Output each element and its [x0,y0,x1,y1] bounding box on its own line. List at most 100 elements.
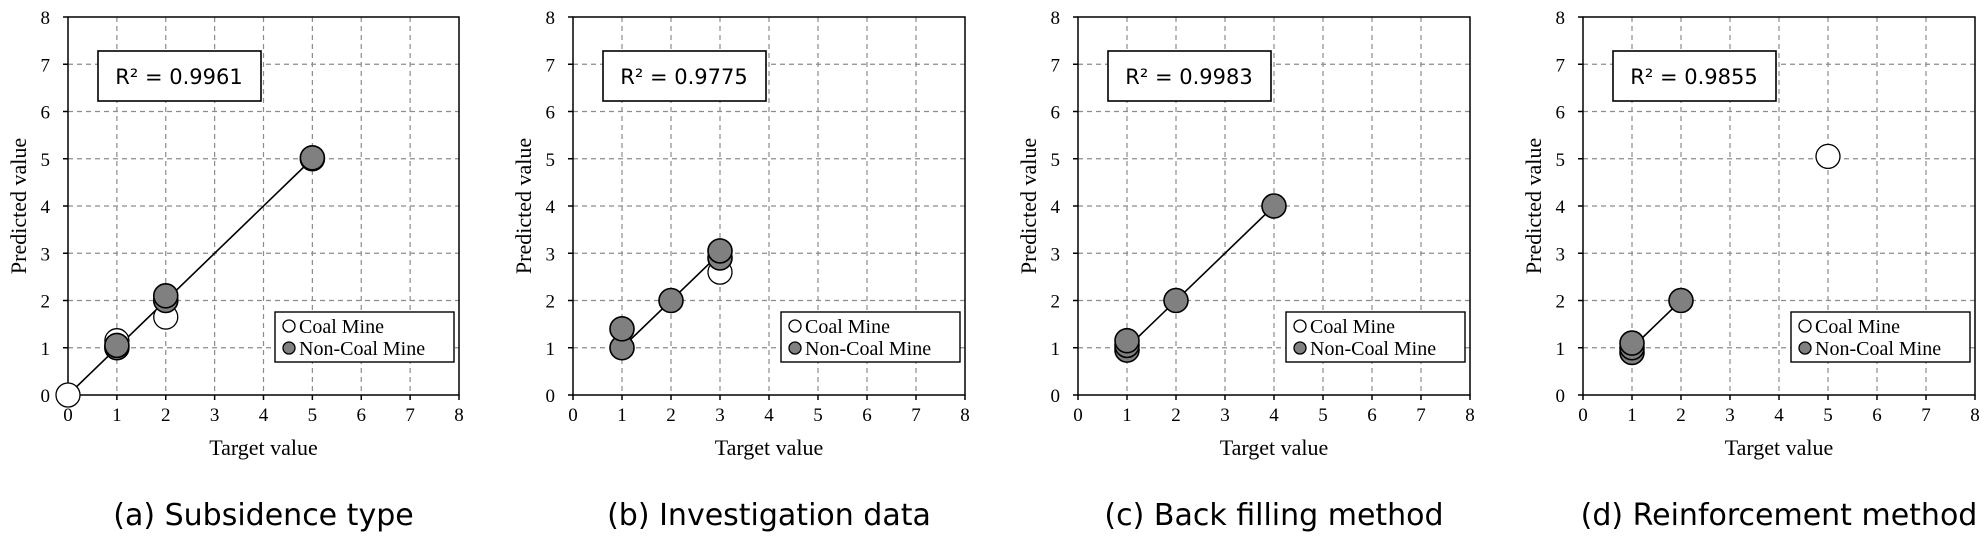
y-tick-label: 2 [41,292,51,313]
y-tick-label: 2 [546,292,556,313]
legend-box [1790,311,1971,363]
x-tick-label: 8 [1465,405,1475,426]
panel-caption: (b) Investigation data [607,498,931,533]
x-tick-label: 7 [911,405,921,426]
chart-panel-1: 0 1 2 3 4 5 6 7 8 0 1 2 3 4 5 6 7 8 Target value Predicted … [6,8,464,533]
y-tick-label: 1 [1051,339,1061,360]
legend-label: Coal Mine [299,316,384,338]
legend-label: Non-Coal Mine [805,338,931,360]
y-tick-label: 8 [1051,8,1061,29]
panel-caption: (a) Subsidence type [113,498,413,533]
y-tick-label: 4 [1556,197,1566,218]
r2-annotation: R² = 0.9983 [1125,65,1252,89]
panel-caption: (d) Reinforcement method [1581,498,1978,533]
y-axis-title: Predicted value [6,138,31,274]
x-axis-title: Target value [209,435,318,460]
r2-annotation: R² = 0.9961 [115,65,242,89]
r2-annotation: R² = 0.9775 [620,65,747,89]
fit-line [1126,205,1275,349]
y-tick-label: 6 [1556,103,1566,124]
data-point-non-coal-mine [299,145,326,171]
y-tick-label: 0 [1051,386,1061,407]
y-tick-label: 6 [1051,103,1061,124]
x-tick-label: 6 [1872,405,1882,426]
r2-annotation: R² = 0.9855 [1630,65,1757,89]
y-tick-label: 6 [41,103,51,124]
data-point-non-coal-mine [1261,193,1287,219]
x-tick-label: 1 [112,405,122,426]
x-tick-label: 0 [1578,405,1588,426]
x-tick-label: 8 [454,405,464,426]
x-tick-label: 7 [405,405,415,426]
y-tick-label: 3 [1051,244,1061,265]
legend-box [1285,311,1466,363]
data-point-coal-mine [1815,143,1841,170]
y-tick-label: 3 [546,244,556,265]
x-axis-title: Target value [1220,435,1329,460]
r2-annotation-box [97,50,262,102]
x-tick-label: 7 [1416,405,1426,426]
data-point-non-coal-mine [152,282,179,309]
legend-box [780,311,961,363]
y-tick-label: 7 [41,55,51,76]
y-tick-label: 4 [1051,197,1061,218]
data-point-non-coal-mine [1163,287,1189,314]
y-tick-label: 8 [41,8,51,29]
x-tick-label: 2 [666,405,676,426]
data-point-coal-mine [55,382,81,408]
legend-label: Non-Coal Mine [1310,338,1436,360]
data-point-non-coal-mine [707,238,733,264]
x-tick-label: 5 [1823,405,1833,426]
y-tick-label: 5 [1051,150,1061,171]
y-tick-label: 7 [546,55,556,76]
legend-label: Non-Coal Mine [299,338,425,360]
legend-label: Coal Mine [1815,316,1900,338]
y-tick-label: 4 [546,197,556,218]
y-tick-label: 8 [546,8,556,29]
y-tick-label: 7 [1051,55,1061,76]
y-tick-label: 0 [41,386,51,407]
legend-marker-coal-mine [282,319,296,333]
x-tick-label: 2 [1676,405,1686,426]
data-point-non-coal-mine [1114,327,1140,354]
legend-label: Non-Coal Mine [1815,338,1941,360]
x-tick-label: 1 [617,405,627,426]
y-tick-label: 1 [546,339,556,360]
x-tick-label: 3 [715,405,725,426]
legend-label: Coal Mine [805,316,890,338]
data-point-non-coal-mine [1668,287,1694,314]
y-tick-label: 0 [546,386,556,407]
y-tick-label: 2 [1556,292,1566,313]
y-tick-label: 4 [41,197,51,218]
x-tick-label: 4 [259,405,269,426]
legend-marker-coal-mine [1798,319,1812,333]
chart-panel-3: 0 1 2 3 4 5 6 7 8 0 1 2 3 4 5 6 7 8 Target value Predicted … [1016,8,1475,533]
x-tick-label: 1 [1627,405,1637,426]
x-tick-label: 0 [568,405,578,426]
y-tick-label: 5 [546,150,556,171]
x-tick-label: 4 [1774,405,1784,426]
x-tick-label: 5 [308,405,318,426]
x-tick-label: 3 [1220,405,1230,426]
y-tick-label: 5 [41,150,51,171]
legend-marker-coal-mine [1293,319,1307,333]
y-tick-label: 1 [1556,339,1566,360]
data-point-non-coal-mine [104,332,130,359]
x-tick-label: 8 [960,405,970,426]
x-tick-label: 6 [862,405,872,426]
y-tick-label: 2 [1051,292,1061,313]
y-tick-label: 5 [1556,150,1566,171]
x-tick-label: 4 [764,405,774,426]
y-tick-label: 3 [1556,244,1566,265]
r2-annotation-box [1107,50,1272,102]
y-tick-label: 1 [41,339,51,360]
y-tick-label: 8 [1556,8,1566,29]
x-tick-label: 3 [210,405,220,426]
legend-marker-non-coal-mine [1293,341,1307,355]
x-tick-label: 6 [357,405,367,426]
legend-marker-non-coal-mine [282,341,296,355]
r2-annotation-box [602,50,767,102]
x-tick-label: 2 [1171,405,1181,426]
y-axis-title: Predicted value [1016,138,1041,274]
y-tick-label: 0 [1556,386,1566,407]
